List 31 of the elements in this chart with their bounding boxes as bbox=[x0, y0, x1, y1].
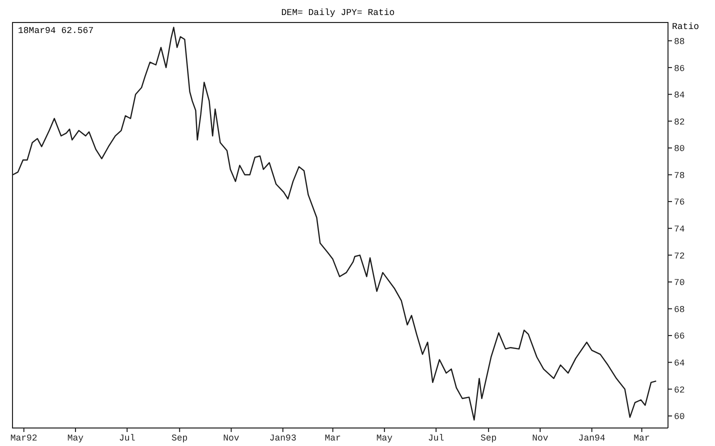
x-tick-label: Mar bbox=[324, 433, 341, 444]
y-tick-label: 64 bbox=[674, 358, 685, 369]
x-tick-label: Jan94 bbox=[578, 433, 606, 444]
x-tick-label: Sep bbox=[480, 433, 497, 444]
y-axis-title: Ratio bbox=[672, 22, 700, 32]
x-tick-label: Mar bbox=[634, 433, 650, 444]
x-tick-label: Jan93 bbox=[269, 433, 296, 444]
y-tick-label: 68 bbox=[674, 304, 685, 315]
x-tick-label: Nov bbox=[223, 433, 240, 444]
y-tick-label: 62 bbox=[674, 385, 685, 396]
y-tick-label: 82 bbox=[674, 117, 685, 128]
y-tick-label: 88 bbox=[674, 36, 685, 47]
y-tick-label: 78 bbox=[674, 170, 685, 181]
x-tick-label: May bbox=[67, 433, 84, 444]
y-tick-label: 76 bbox=[674, 198, 685, 208]
chart-title: DEM= Daily JPY= Ratio bbox=[280, 8, 396, 18]
y-tick-label: 74 bbox=[674, 224, 685, 235]
y-tick-label: 60 bbox=[674, 412, 685, 422]
y-tick-label: 70 bbox=[674, 278, 685, 288]
x-tick-label: Nov bbox=[532, 433, 549, 444]
y-tick-label: 84 bbox=[674, 90, 685, 101]
y-tick-label: 80 bbox=[674, 144, 685, 154]
x-tick-label: Sep bbox=[171, 433, 188, 444]
x-tick-label: May bbox=[376, 433, 394, 444]
x-tick-label: Jul bbox=[119, 433, 136, 444]
y-tick-label: 66 bbox=[674, 332, 685, 342]
y-tick-label: 72 bbox=[674, 251, 685, 262]
x-tick-label: Jul bbox=[428, 433, 444, 444]
x-tick-label: Mar92 bbox=[10, 433, 38, 444]
y-tick-label: 86 bbox=[674, 64, 685, 74]
annotation: 18Mar94 62.567 bbox=[18, 26, 94, 36]
